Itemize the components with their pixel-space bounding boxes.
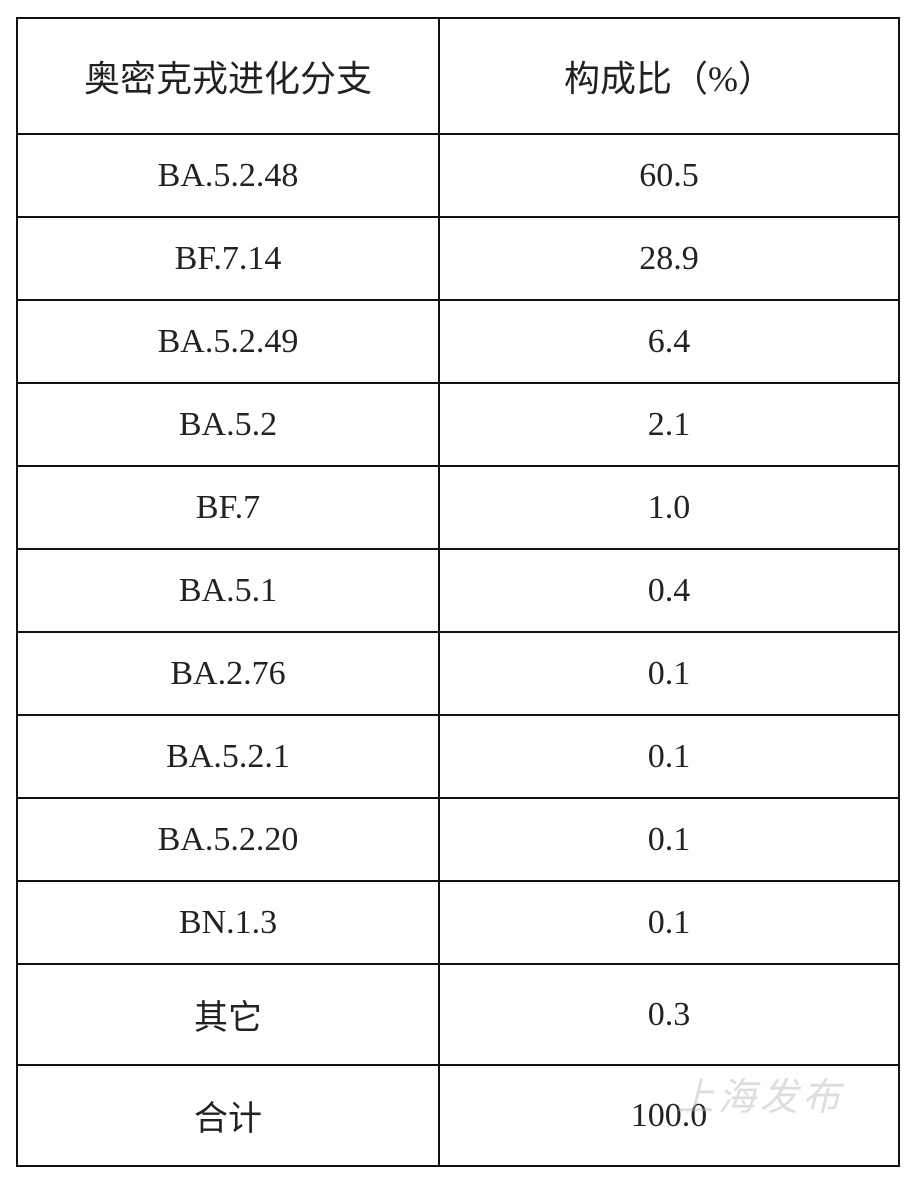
- table-cell: BA.5.2.1: [16, 714, 440, 799]
- table-cell: 合计: [16, 1064, 440, 1167]
- table-row: BA.5.2.48 60.5: [16, 133, 900, 218]
- table-cell: BA.5.2.49: [16, 299, 440, 384]
- table-cell: 0.1: [438, 631, 900, 716]
- table-body: 奥密克戎进化分支 构成比（%） BA.5.2.48 60.5 BF.7.14 28.9 BA…: [16, 17, 900, 1167]
- table-row: BA.5.2.20 0.1: [16, 797, 900, 882]
- table-cell: 6.4: [438, 299, 900, 384]
- table-row: BF.7 1.0: [16, 465, 900, 550]
- table-row: 合计 100.0: [16, 1064, 900, 1167]
- table-cell: BA.5.1: [16, 548, 440, 633]
- table-cell: BA.5.2.20: [16, 797, 440, 882]
- table-cell: 0.1: [438, 797, 900, 882]
- table-row: BA.5.2.1 0.1: [16, 714, 900, 799]
- table-cell: 其它: [16, 963, 440, 1066]
- table: 奥密克戎进化分支 构成比（%） BA.5.2.48 60.5 BF.7.14 28.9 BA…: [16, 17, 900, 1167]
- table-cell: BF.7: [16, 465, 440, 550]
- header-row: 奥密克戎进化分支 构成比（%）: [16, 17, 900, 135]
- table-cell: 2.1: [438, 382, 900, 467]
- table-row: BF.7.14 28.9: [16, 216, 900, 301]
- table-cell: 0.4: [438, 548, 900, 633]
- header-cell: 构成比（%）: [438, 17, 900, 135]
- table-cell: 28.9: [438, 216, 900, 301]
- header-cell: 奥密克戎进化分支: [16, 17, 440, 135]
- table-cell: 60.5: [438, 133, 900, 218]
- table-row: BA.5.2 2.1: [16, 382, 900, 467]
- watermark: 上海发布: [676, 1077, 845, 1119]
- table-cell: BA.5.2: [16, 382, 440, 467]
- table-cell: 0.1: [438, 714, 900, 799]
- table-row: BN.1.3 0.1: [16, 880, 900, 965]
- table-row: BA.5.1 0.4: [16, 548, 900, 633]
- table-cell: 1.0: [438, 465, 900, 550]
- table-cell: BN.1.3: [16, 880, 440, 965]
- table-cell: BA.5.2.48: [16, 133, 440, 218]
- table-cell: 0.1: [438, 880, 900, 965]
- table-row: 其它 0.3: [16, 963, 900, 1066]
- table-cell: 0.3: [438, 963, 900, 1066]
- table-row: BA.5.2.49 6.4: [16, 299, 900, 384]
- table-cell: BA.2.76: [16, 631, 440, 716]
- table-cell: BF.7.14: [16, 216, 440, 301]
- table-row: BA.2.76 0.1: [16, 631, 900, 716]
- table-cell: 100.0: [438, 1064, 900, 1167]
